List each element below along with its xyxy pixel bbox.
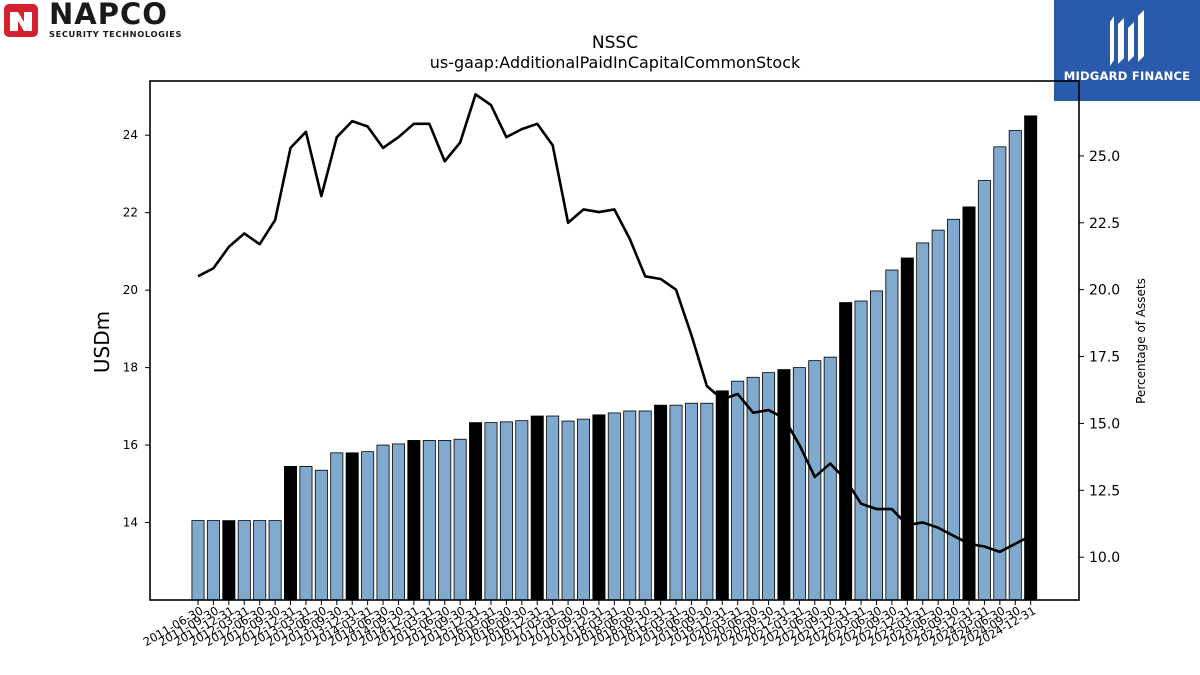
bar <box>700 402 714 601</box>
bar <box>993 146 1007 601</box>
bar <box>916 242 930 601</box>
x-axis: 2011-06-302011-09-302011-12-312012-03-31… <box>141 600 1038 649</box>
bar <box>530 415 544 601</box>
percentage-line <box>197 93 1032 554</box>
bar <box>885 269 899 601</box>
bar <box>453 438 467 601</box>
bar <box>299 465 313 601</box>
y-tick-label: 16 <box>123 438 138 452</box>
bar <box>977 180 991 601</box>
bar <box>792 367 806 601</box>
y-tick-label: 22 <box>123 206 138 220</box>
bar <box>731 380 745 601</box>
bar <box>684 402 698 601</box>
bar <box>654 404 668 601</box>
bar <box>561 420 575 601</box>
bar <box>823 356 837 601</box>
bar <box>407 440 421 601</box>
napco-logo: NAPCO SECURITY TECHNOLOGIES <box>4 0 209 40</box>
bar <box>777 369 791 601</box>
napco-mark-icon <box>4 4 38 37</box>
left-y-axis: 14 16 18 20 22 24 <box>123 128 150 530</box>
y2-tick-label: 15.0 <box>1089 416 1120 432</box>
bar <box>191 520 205 601</box>
midgard-name: MIDGARD FINANCE <box>1063 69 1191 83</box>
bar <box>361 451 375 601</box>
bar <box>900 257 914 601</box>
bar <box>607 412 621 601</box>
y-tick-label: 24 <box>123 128 138 142</box>
bar <box>808 360 822 601</box>
line-series-layer <box>197 93 1032 554</box>
bar <box>1008 130 1022 601</box>
y-tick-label: 14 <box>123 516 138 530</box>
bar <box>515 420 529 601</box>
bar <box>237 520 251 601</box>
bar <box>1024 115 1038 601</box>
bar <box>314 469 328 601</box>
bar <box>715 390 729 601</box>
bar <box>469 422 483 601</box>
bar <box>422 440 436 601</box>
y2-tick-label: 12.5 <box>1089 483 1120 499</box>
bar <box>577 418 591 601</box>
bar <box>947 218 961 601</box>
bar <box>839 302 853 601</box>
bar <box>854 300 868 601</box>
midgard-mark-icon <box>1110 10 1144 66</box>
bar <box>484 422 498 601</box>
y-tick-label: 20 <box>123 283 138 297</box>
bar <box>669 404 683 601</box>
bar <box>284 465 298 601</box>
chart-title: NSSC <box>592 33 638 53</box>
midgard-logo: MIDGARD FINANCE <box>1054 0 1200 101</box>
bar <box>546 415 560 601</box>
bar <box>330 452 344 601</box>
y2-tick-label: 20.0 <box>1089 283 1120 299</box>
y2-tick-label: 10.0 <box>1089 550 1120 566</box>
bar <box>931 229 945 601</box>
bar <box>869 290 883 601</box>
bar <box>623 410 637 601</box>
bar <box>438 440 452 601</box>
napco-wordmark: NAPCO <box>49 0 168 31</box>
bar <box>268 520 282 601</box>
bar <box>376 444 390 601</box>
bar <box>253 520 267 601</box>
y2-tick-label: 22.5 <box>1089 216 1120 232</box>
bar <box>592 414 606 601</box>
bar <box>391 443 405 601</box>
chart-subtitle: us-gaap:AdditionalPaidInCapitalCommonSto… <box>430 53 801 72</box>
right-y-axis: 10.0 12.5 15.0 17.5 20.0 22.5 25.0 <box>1079 149 1120 566</box>
bar <box>638 410 652 601</box>
napco-subtitle: SECURITY TECHNOLOGIES <box>49 29 183 39</box>
bar <box>762 372 776 601</box>
bar <box>206 520 220 601</box>
y2-tick-label: 25.0 <box>1089 149 1120 165</box>
y2-tick-label: 17.5 <box>1089 350 1120 366</box>
bar <box>499 421 513 601</box>
y2-axis-label: Percentage of Assets <box>1134 278 1148 404</box>
y-axis-label: USDm <box>90 311 114 373</box>
bar <box>222 520 236 601</box>
bar <box>345 452 359 601</box>
y-tick-label: 18 <box>123 361 138 375</box>
